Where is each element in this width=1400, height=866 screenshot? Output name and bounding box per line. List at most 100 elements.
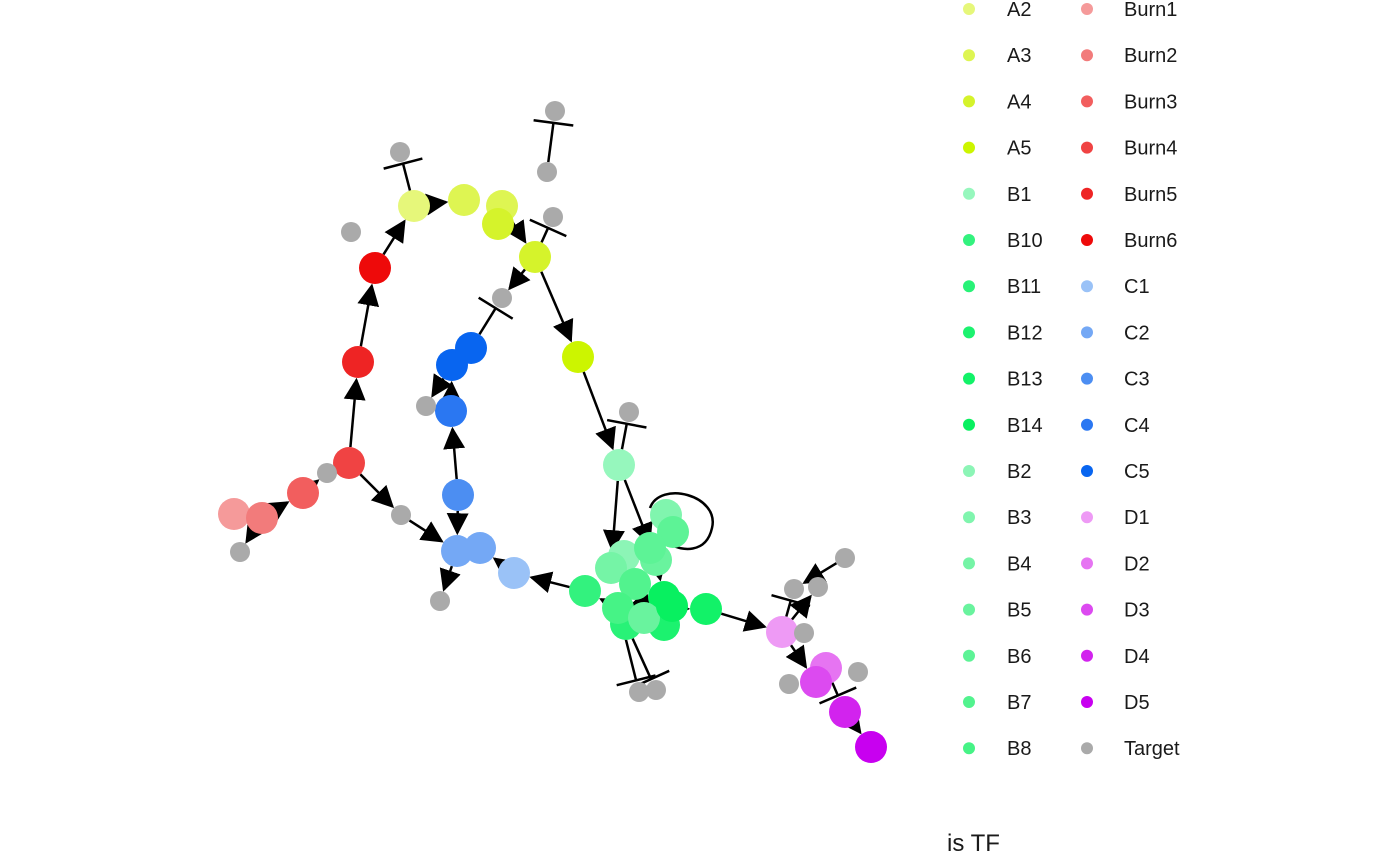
legend-label: Burn4	[1124, 138, 1177, 160]
legend-swatch	[1081, 557, 1093, 570]
activation-edge	[408, 519, 444, 543]
legend-item: D5	[1081, 692, 1150, 714]
tf-node	[442, 479, 474, 511]
legend-label: B7	[1007, 692, 1031, 714]
legend-item: C1	[1081, 276, 1150, 298]
legend-label: B13	[1007, 369, 1043, 391]
target-node	[230, 542, 250, 562]
inhibition-edge	[785, 600, 792, 617]
legend-swatch	[1081, 696, 1093, 708]
tf-node	[569, 575, 601, 607]
activation-edge	[529, 571, 570, 593]
legend-item: C2	[1081, 322, 1150, 344]
activation-edge	[599, 598, 624, 619]
inhibition-edge	[540, 227, 550, 243]
legend-item: D4	[1081, 646, 1150, 668]
legend: is TF A2 A3 A4 A5 B1 B10 B11 B12 B13 B14 B2 B3 B4 B5 B…	[947, 0, 1180, 857]
inhibition-edge	[620, 423, 629, 450]
target-node	[390, 142, 410, 162]
legend-swatch	[963, 465, 975, 477]
tf-node	[766, 616, 798, 648]
legend-swatch	[963, 187, 975, 200]
node-layer	[218, 101, 887, 763]
legend-swatch	[1081, 3, 1093, 15]
target-node	[808, 577, 828, 597]
target-node	[317, 463, 337, 483]
legend-label: B10	[1007, 230, 1043, 252]
legend-swatch	[1081, 326, 1093, 339]
legend-label: Burn6	[1124, 230, 1177, 252]
legend-label: C1	[1124, 276, 1150, 298]
target-node	[646, 680, 666, 700]
legend-item: Burn1	[1081, 0, 1177, 21]
target-node	[629, 682, 649, 702]
tf-node	[855, 731, 887, 763]
target-node	[835, 548, 855, 568]
legend-swatch	[963, 418, 975, 431]
tf-node	[603, 449, 635, 481]
self-loop-edge	[648, 492, 714, 551]
activation-edge	[789, 594, 812, 621]
legend-items: A2 A3 A4 A5 B1 B10 B11 B12 B13 B14 B2 B3 B4 B5 B6 B7 B8 B…	[963, 0, 1180, 760]
legend-swatch	[963, 742, 975, 755]
tf-node	[342, 346, 374, 378]
legend-item: B5	[963, 600, 1031, 622]
legend-label: Burn1	[1124, 0, 1177, 21]
legend-item: B14	[963, 415, 1043, 437]
target-node	[391, 505, 411, 525]
inhibition-bar	[383, 157, 423, 170]
target-node	[543, 207, 563, 227]
legend-item: A2	[963, 0, 1031, 21]
inhibition-edge	[401, 163, 412, 191]
inhibition-bar	[478, 296, 514, 320]
legend-title: is TF	[947, 830, 1000, 857]
activation-edge	[645, 557, 667, 582]
tf-node	[287, 477, 319, 509]
activation-edge	[264, 501, 290, 523]
legend-item: B12	[963, 322, 1043, 344]
activation-edge	[720, 610, 767, 632]
activation-edge	[382, 219, 406, 256]
target-node	[794, 623, 814, 643]
legend-label: A3	[1007, 45, 1031, 67]
activation-edge	[540, 271, 574, 343]
legend-label: B6	[1007, 646, 1031, 668]
legend-swatch	[1081, 742, 1093, 755]
tf-node	[359, 252, 391, 284]
legend-item: Burn4	[1081, 138, 1177, 160]
legend-label: C3	[1124, 369, 1150, 391]
legend-item: A3	[963, 45, 1031, 67]
legend-swatch	[1081, 234, 1093, 246]
legend-label: A5	[1007, 138, 1031, 160]
tf-node	[435, 395, 467, 427]
legend-item: B3	[963, 507, 1031, 529]
legend-item: Burn3	[1081, 91, 1177, 113]
inhibition-edge	[631, 638, 653, 680]
legend-item: B13	[963, 369, 1043, 391]
tf-node	[482, 208, 514, 240]
target-node	[430, 591, 450, 611]
inhibition-edge	[547, 122, 555, 163]
tf-node	[464, 532, 496, 564]
legend-swatch	[963, 372, 975, 385]
legend-label: Target	[1124, 738, 1180, 760]
legend-swatch	[963, 3, 975, 15]
legend-label: D4	[1124, 646, 1150, 668]
legend-swatch	[1081, 372, 1093, 385]
legend-item: B2	[963, 461, 1031, 483]
tf-node	[246, 502, 278, 534]
activation-edge	[785, 644, 808, 669]
activation-edge	[602, 480, 625, 553]
legend-item: B10	[963, 230, 1043, 252]
inhibition-bar	[529, 218, 567, 238]
target-node	[848, 662, 868, 682]
tf-node	[800, 666, 832, 698]
legend-swatch	[963, 511, 975, 524]
tf-node	[619, 568, 651, 600]
legend-swatch	[963, 603, 975, 616]
legend-swatch	[963, 234, 975, 246]
tf-node	[398, 190, 430, 222]
tf-node	[602, 592, 634, 624]
target-node	[784, 579, 804, 599]
